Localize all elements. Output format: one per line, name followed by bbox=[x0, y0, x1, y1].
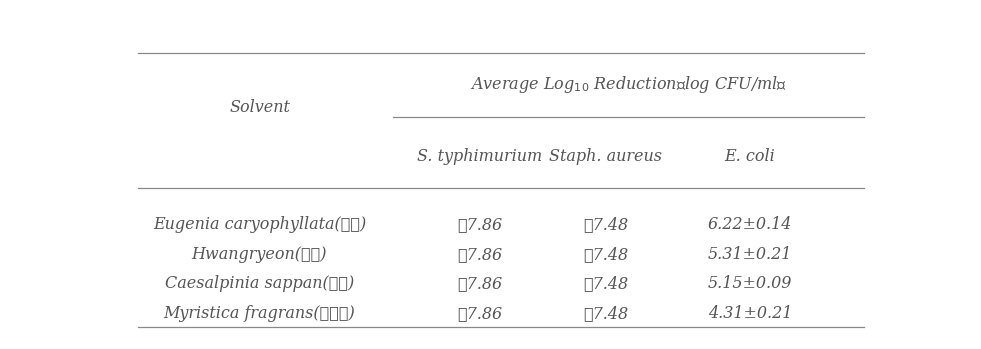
Text: ≧7.48: ≧7.48 bbox=[583, 305, 628, 322]
Text: 5.31±0.21: 5.31±0.21 bbox=[707, 246, 792, 263]
Text: E. coli: E. coli bbox=[725, 148, 775, 165]
Text: ≧7.86: ≧7.86 bbox=[457, 216, 502, 233]
Text: S. typhimurium: S. typhimurium bbox=[417, 148, 542, 165]
Text: 6.22±0.14: 6.22±0.14 bbox=[707, 216, 792, 233]
Text: 4.31±0.21: 4.31±0.21 bbox=[707, 305, 792, 322]
Text: ≧7.86: ≧7.86 bbox=[457, 305, 502, 322]
Text: Solvent: Solvent bbox=[229, 99, 290, 116]
Text: Eugenia caryophyllata(정향): Eugenia caryophyllata(정향) bbox=[153, 216, 366, 233]
Text: ≧7.48: ≧7.48 bbox=[583, 246, 628, 263]
Text: Staph. aureus: Staph. aureus bbox=[549, 148, 662, 165]
Text: ≧7.48: ≧7.48 bbox=[583, 216, 628, 233]
Text: Myristica fragrans(육두구): Myristica fragrans(육두구) bbox=[164, 305, 355, 322]
Text: 5.15±0.09: 5.15±0.09 bbox=[707, 275, 792, 292]
Text: ≧7.86: ≧7.86 bbox=[457, 246, 502, 263]
Text: ≧7.86: ≧7.86 bbox=[457, 275, 502, 292]
Text: Caesalpinia sappan(소목): Caesalpinia sappan(소목) bbox=[165, 275, 354, 292]
Text: Average Log$_{10}$ Reduction（log CFU/ml）: Average Log$_{10}$ Reduction（log CFU/ml） bbox=[470, 74, 787, 95]
Text: ≧7.48: ≧7.48 bbox=[583, 275, 628, 292]
Text: Hwangryeon(황련): Hwangryeon(황련) bbox=[191, 246, 328, 263]
